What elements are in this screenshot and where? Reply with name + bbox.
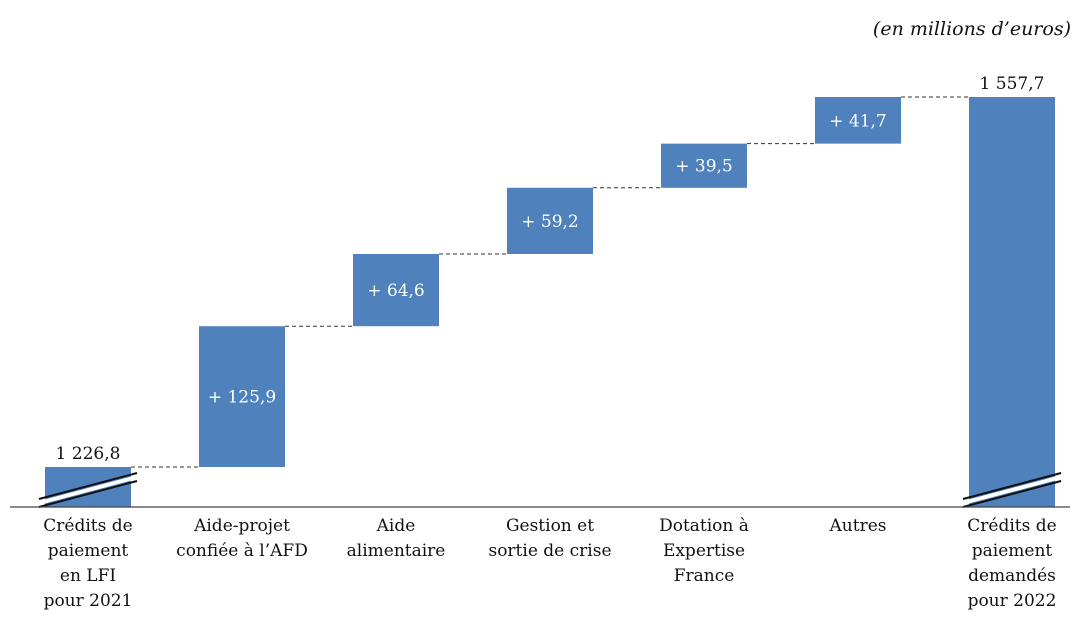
category-label-line: pour 2022 xyxy=(967,591,1057,611)
bar-4 xyxy=(507,187,593,254)
category-label-line: demandés xyxy=(968,566,1056,586)
category-label-line: confiée à l’AFD xyxy=(176,541,308,561)
axis-break-7 xyxy=(962,472,1062,508)
category-label-4: Gestion et sortie de crise xyxy=(480,514,620,564)
category-label-1: Crédits de paiement en LFI pour 2021 xyxy=(18,514,158,614)
value-label-1: 1 226,8 xyxy=(56,444,121,464)
bar-5 xyxy=(661,143,747,188)
value-label-7: 1 557,7 xyxy=(980,74,1045,94)
axis-break-1 xyxy=(38,472,138,508)
value-label-3: + 64,6 xyxy=(367,281,425,301)
category-label-line: en LFI xyxy=(59,566,117,586)
category-label-line: Gestion et xyxy=(505,516,595,536)
category-label-line: Expertise xyxy=(662,541,746,561)
category-label-line: Aide xyxy=(376,516,416,536)
category-label-line: Crédits de xyxy=(967,516,1057,536)
category-label-line: paiement xyxy=(47,541,129,561)
bar-3 xyxy=(353,253,439,327)
value-label-5: + 39,5 xyxy=(675,157,733,177)
category-label-line: paiement xyxy=(971,541,1053,561)
value-label-2: + 125,9 xyxy=(208,388,276,408)
value-label-6: + 41,7 xyxy=(829,111,887,131)
category-label-7: Crédits de paiement demandés pour 2022 xyxy=(942,514,1079,614)
category-label-line: Dotation à xyxy=(659,516,749,536)
value-label-4: + 59,2 xyxy=(521,212,579,232)
category-label-6: Autres xyxy=(788,514,928,539)
bar-7 xyxy=(969,97,1055,507)
category-label-2: Aide-projet confiée à l’AFD xyxy=(172,514,312,564)
category-label-line: Autres xyxy=(829,516,887,536)
category-label-line: Aide-projet xyxy=(194,516,290,536)
category-label-line: alimentaire xyxy=(346,541,446,561)
unit-note: (en millions d’euros) xyxy=(872,18,1071,40)
category-label-line: pour 2021 xyxy=(43,591,133,611)
category-label-3: Aide alimentaire xyxy=(326,514,466,564)
bar-2 xyxy=(199,326,285,467)
bar-6 xyxy=(815,97,901,144)
category-label-line: France xyxy=(673,566,735,586)
category-label-5: Dotation à Expertise France xyxy=(634,514,774,589)
category-label-line: Crédits de xyxy=(43,516,133,536)
category-label-line: sortie de crise xyxy=(488,541,612,561)
